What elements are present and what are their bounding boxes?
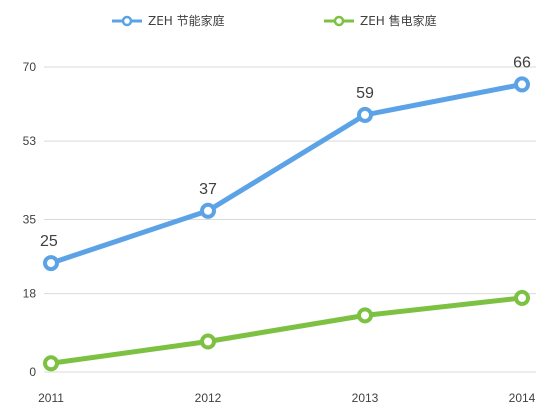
y-tick-label: 70 [23, 60, 37, 74]
series-line [48, 81, 525, 266]
x-tick-label: 2013 [352, 391, 379, 405]
x-tick-label: 2012 [195, 391, 222, 405]
data-point [43, 255, 59, 272]
legend-item: ZEH 售电家庭 [324, 13, 437, 28]
data-point [200, 333, 216, 350]
legend-label: ZEH 节能家庭 [148, 13, 225, 28]
y-tick-label: 18 [23, 287, 37, 301]
legend: ZEH 节能家庭 ZEH 售电家庭 [112, 13, 437, 28]
legend-swatch-marker [333, 15, 345, 27]
grid-lines [44, 66, 536, 373]
x-tick-label: 2011 [38, 391, 64, 405]
legend-item: ZEH 节能家庭 [112, 13, 225, 28]
series-line [48, 295, 525, 366]
data-label: 25 [40, 233, 58, 250]
data-point [357, 106, 373, 123]
data-point [357, 307, 373, 324]
data-point [43, 355, 59, 372]
data-point [514, 76, 530, 93]
data-label: 59 [356, 85, 374, 102]
data-labels: 25 37 59 66 [40, 54, 531, 250]
data-point [514, 289, 530, 306]
series-lines [43, 76, 530, 372]
series-0 [43, 76, 530, 272]
y-tick-label: 35 [23, 213, 37, 227]
x-tick-label: 2014 [509, 391, 536, 405]
x-axis-ticks: 2011 2012 2013 2014 [38, 391, 536, 405]
series-1 [43, 289, 530, 372]
data-label: 66 [513, 54, 531, 71]
data-label: 37 [199, 181, 217, 198]
legend-label: ZEH 售电家庭 [360, 13, 437, 28]
data-point [200, 202, 216, 219]
legend-swatch-marker [121, 15, 133, 27]
y-tick-label: 0 [29, 365, 36, 379]
y-tick-label: 53 [23, 134, 37, 148]
y-axis-ticks: 0 18 35 53 70 [23, 60, 37, 379]
